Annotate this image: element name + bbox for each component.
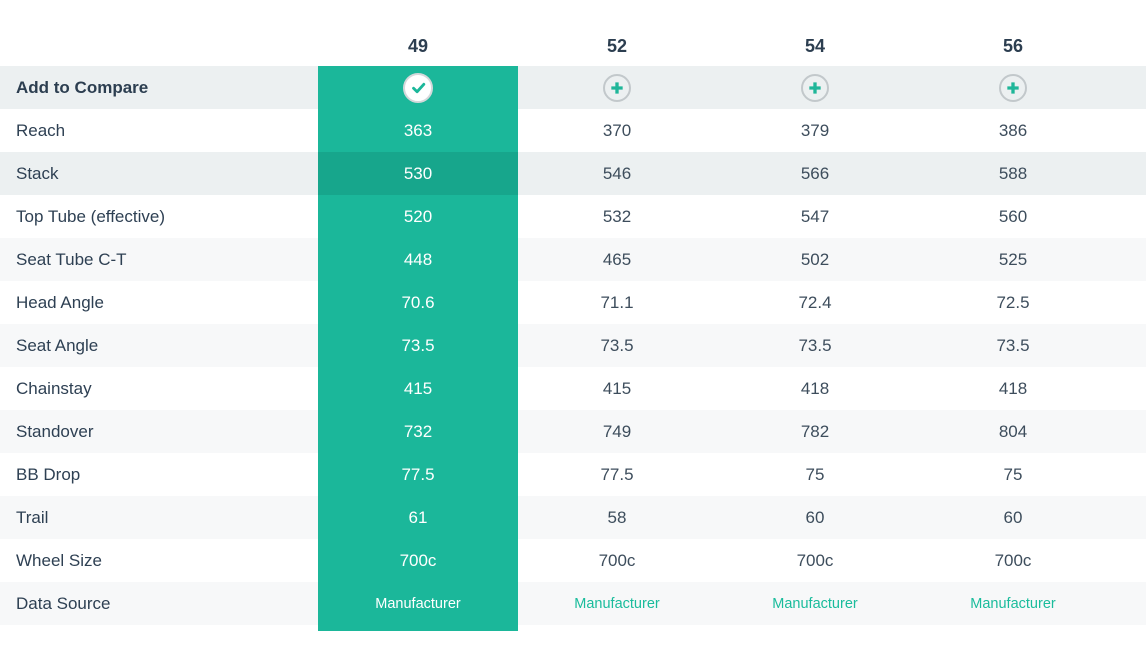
value-cell: 71.1 (600, 292, 634, 312)
value-cell: 363 (318, 109, 518, 152)
column-header-49: 49 (407, 36, 429, 56)
plus-icon[interactable] (603, 73, 631, 102)
row-label: Head Angle (16, 292, 104, 312)
value-cell: 379 (800, 120, 830, 140)
value-cell: 60 (1003, 507, 1023, 527)
value-cell: 700c (598, 550, 636, 570)
value-cell: 566 (800, 163, 830, 183)
size-header-row: 49 52 54 56 (0, 0, 1146, 66)
value-cell: 448 (318, 238, 518, 281)
row-head-angle: Head Angle 70.6 71.1 72.4 72.5 (0, 281, 1146, 324)
value-cell: 418 (998, 378, 1028, 398)
value-cell: 530 (318, 152, 518, 195)
value-cell: 560 (998, 206, 1028, 226)
row-seat-angle: Seat Angle 73.5 73.5 73.5 73.5 (0, 324, 1146, 367)
compare-cell-selected (318, 66, 518, 109)
column-header-54: 54 (804, 36, 826, 56)
value-cell: 73.5 (600, 335, 634, 355)
plus-icon[interactable] (801, 73, 829, 102)
value-cell: 700c (318, 539, 518, 582)
row-bb-drop: BB Drop 77.5 77.5 75 75 (0, 453, 1146, 496)
table-body: Add to Compare Reach 363 370 379 386 Stack 530 5… (0, 66, 1146, 625)
value-cell: 732 (318, 410, 518, 453)
value-cell: 70.6 (318, 281, 518, 324)
row-seat-tube-c-t: Seat Tube C-T 448 465 502 525 (0, 238, 1146, 281)
data-source-link[interactable]: Manufacturer (772, 595, 858, 612)
value-cell: 804 (998, 421, 1028, 441)
value-cell: 370 (602, 120, 632, 140)
value-cell: 782 (800, 421, 830, 441)
value-cell: 72.4 (798, 292, 832, 312)
value-cell: 588 (998, 163, 1028, 183)
row-label: Top Tube (effective) (16, 206, 165, 226)
value-cell: 386 (998, 120, 1028, 140)
value-cell: 749 (602, 421, 632, 441)
row-label: Reach (16, 120, 66, 140)
value-cell: 61 (318, 496, 518, 539)
row-label: Seat Tube C-T (16, 249, 127, 269)
value-cell: 520 (318, 195, 518, 238)
check-icon[interactable] (403, 72, 433, 103)
compare-cell (518, 66, 716, 109)
value-cell: 77.5 (318, 453, 518, 496)
value-cell: 77.5 (600, 464, 634, 484)
row-label: Standover (16, 421, 94, 441)
value-cell: 415 (602, 378, 632, 398)
row-trail: Trail 61 58 60 60 (0, 496, 1146, 539)
value-cell: 547 (800, 206, 830, 226)
selected-column-footer (318, 625, 518, 631)
value-cell: 532 (602, 206, 632, 226)
column-header-52: 52 (606, 36, 628, 56)
row-standover: Standover 732 749 782 804 (0, 410, 1146, 453)
row-add-to-compare: Add to Compare (0, 66, 1146, 109)
value-cell: 73.5 (996, 335, 1030, 355)
value-cell: 73.5 (798, 335, 832, 355)
row-label: BB Drop (16, 464, 81, 484)
value-cell: 525 (998, 249, 1028, 269)
data-source-link[interactable]: Manufacturer (318, 582, 518, 625)
row-label: Wheel Size (16, 550, 102, 570)
value-cell: 700c (796, 550, 834, 570)
compare-cell (914, 66, 1112, 109)
row-data-source: Data Source Manufacturer Manufacturer Manuf… (0, 582, 1146, 625)
compare-cell (716, 66, 914, 109)
row-label: Trail (16, 507, 49, 527)
column-header-56: 56 (1002, 36, 1024, 56)
value-cell: 418 (800, 378, 830, 398)
value-cell: 502 (800, 249, 830, 269)
row-label: Chainstay (16, 378, 92, 398)
row-stack: Stack 530 546 566 588 (0, 152, 1146, 195)
row-label: Stack (16, 163, 59, 183)
row-label: Seat Angle (16, 335, 99, 355)
value-cell: 73.5 (318, 324, 518, 367)
data-source-link[interactable]: Manufacturer (574, 595, 660, 612)
value-cell: 75 (805, 464, 825, 484)
row-reach: Reach 363 370 379 386 (0, 109, 1146, 152)
compare-row-label: Add to Compare (16, 77, 149, 97)
value-cell: 60 (805, 507, 825, 527)
value-cell: 700c (994, 550, 1032, 570)
plus-icon[interactable] (999, 73, 1027, 102)
value-cell: 58 (607, 507, 627, 527)
value-cell: 465 (602, 249, 632, 269)
row-top-tube-effective: Top Tube (effective) 520 532 547 560 (0, 195, 1146, 238)
value-cell: 415 (318, 367, 518, 410)
header-spacer (0, 0, 318, 66)
value-cell: 72.5 (996, 292, 1030, 312)
value-cell: 75 (1003, 464, 1023, 484)
value-cell: 546 (602, 163, 632, 183)
row-label: Data Source (16, 593, 111, 613)
data-source-link[interactable]: Manufacturer (970, 595, 1056, 612)
row-chainstay: Chainstay 415 415 418 418 (0, 367, 1146, 410)
row-wheel-size: Wheel Size 700c 700c 700c 700c (0, 539, 1146, 582)
